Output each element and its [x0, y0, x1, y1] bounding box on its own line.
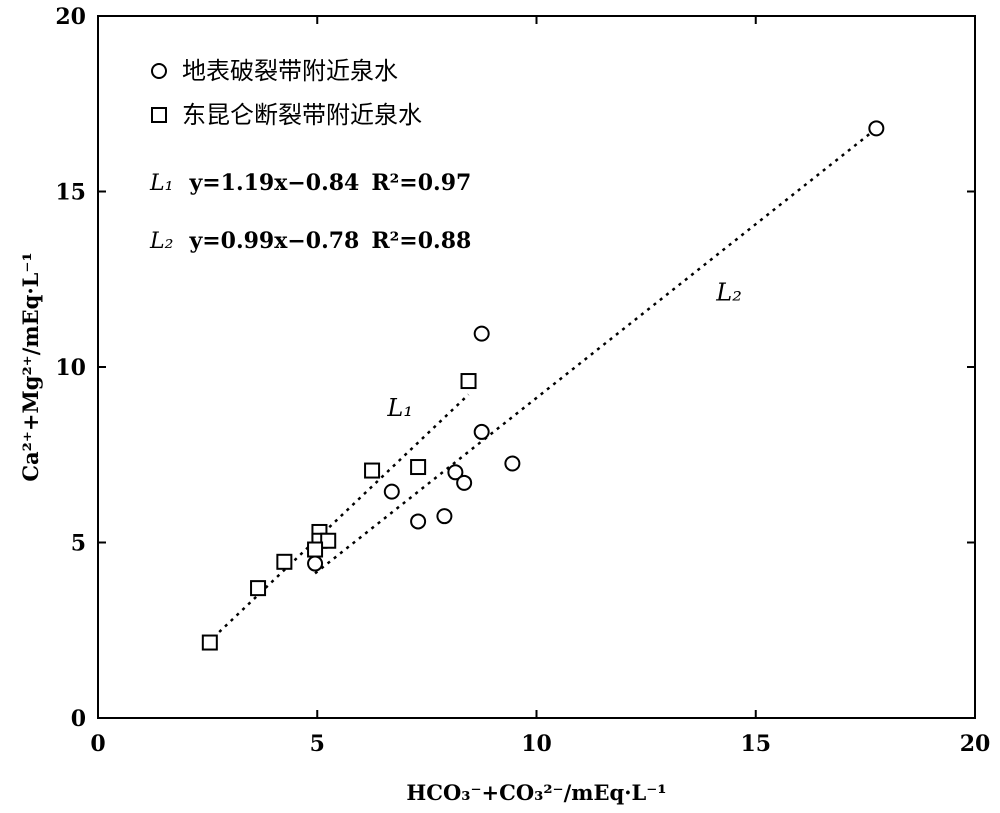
legend-label: 东昆仑断裂带附近泉水 [182, 101, 422, 129]
data-point-square [276, 553, 293, 570]
data-point-square [320, 532, 337, 549]
data-point-circle [436, 508, 453, 525]
x-tick-label: 0 [90, 731, 105, 757]
y-tick-label: 5 [71, 531, 86, 557]
equation-text: L₁ y=1.19x−0.84 R²=0.97 [149, 170, 471, 196]
data-point-circle [504, 455, 521, 472]
data-point-square [410, 459, 427, 476]
trend-line-label: L₂ [715, 278, 742, 306]
legend-square-marker [151, 107, 167, 123]
data-point-circle [307, 555, 324, 572]
data-point-circle [868, 120, 885, 137]
legend-label: 地表破裂带附近泉水 [182, 57, 398, 85]
y-tick-label: 10 [55, 355, 86, 381]
trend-line-label: L₁ [386, 394, 413, 422]
x-tick-label: 5 [310, 731, 325, 757]
x-axis-label: HCO₃⁻+CO₃²⁻/mEq·L⁻¹ [406, 780, 666, 805]
data-point-circle [447, 464, 464, 481]
data-point-circle [456, 474, 473, 491]
data-points [201, 120, 885, 651]
data-point-square [250, 580, 267, 597]
axes: 0 5 10 15 20 0 5 10 15 20 [55, 4, 990, 757]
data-point-circle [383, 483, 400, 500]
x-tick-label: 10 [521, 731, 552, 757]
data-point-square [201, 634, 218, 651]
y-tick-label: 20 [55, 4, 86, 30]
y-axis-label: Ca²⁺+Mg²⁺/mEq·L⁻¹ [18, 252, 43, 481]
data-point-circle [410, 513, 427, 530]
trend-lines: L₁ L₂ [206, 127, 878, 644]
data-point-square [364, 462, 381, 479]
data-point-circle [473, 325, 490, 342]
x-tick-label: 15 [740, 731, 771, 757]
y-tick-label: 15 [55, 180, 86, 206]
data-point-circle [473, 423, 490, 440]
axis-labels: HCO₃⁻+CO₃²⁻/mEq·L⁻¹ Ca²⁺+Mg²⁺/mEq·L⁻¹ [18, 252, 667, 805]
data-point-square [460, 373, 477, 390]
data-point-square [307, 541, 324, 558]
trend-line-1 [206, 393, 470, 644]
x-tick-label: 20 [960, 731, 991, 757]
y-tick-label: 0 [71, 706, 86, 732]
equation-text: L₂ y=0.99x−0.78 R²=0.88 [149, 228, 471, 254]
legend-circle-marker [151, 63, 167, 79]
